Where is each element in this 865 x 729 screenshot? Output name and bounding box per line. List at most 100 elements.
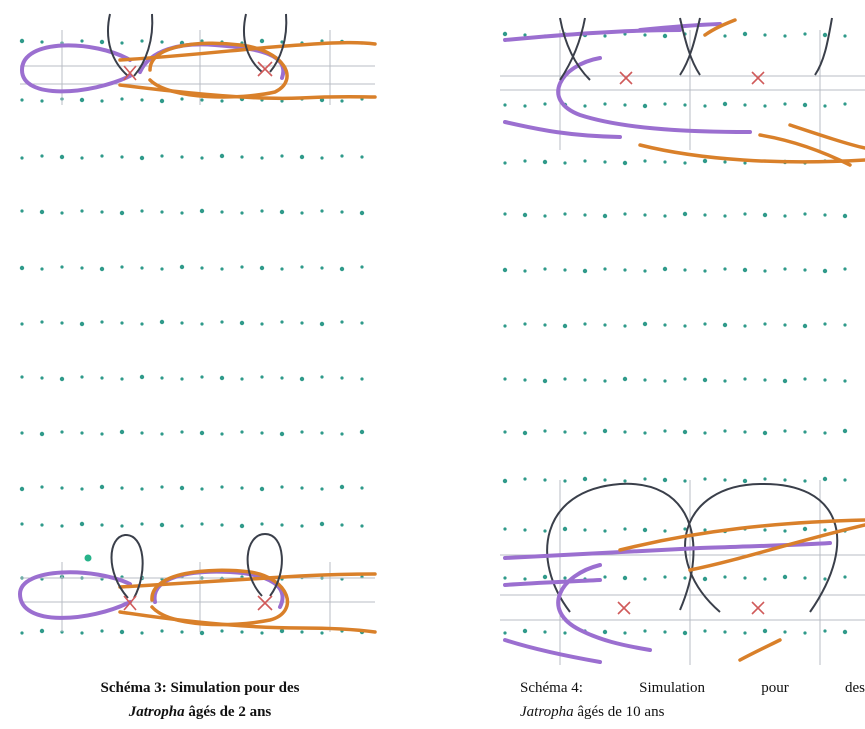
tree-dot bbox=[219, 153, 225, 159]
tree-dot bbox=[722, 101, 728, 107]
tree-dot bbox=[320, 266, 324, 270]
tree-dot bbox=[803, 479, 807, 483]
tree-dot bbox=[59, 154, 65, 160]
tree-dot bbox=[179, 485, 185, 491]
tree-dot bbox=[802, 323, 808, 329]
tree-dot bbox=[300, 265, 304, 269]
tree-dot bbox=[822, 32, 828, 38]
tree-dot bbox=[39, 628, 45, 634]
crown-purple bbox=[503, 541, 832, 560]
tree-dot bbox=[180, 630, 184, 634]
tree-dot bbox=[503, 430, 507, 434]
crown-purple bbox=[503, 28, 682, 42]
tree-dot bbox=[200, 156, 204, 160]
tree-dot bbox=[99, 266, 105, 272]
tree-dot bbox=[542, 378, 548, 384]
tree-dot bbox=[702, 158, 708, 164]
tree-dot bbox=[360, 321, 364, 325]
tree-dot bbox=[602, 629, 608, 635]
tree-dot bbox=[100, 376, 104, 380]
tree-dot bbox=[199, 430, 205, 436]
tree-dot bbox=[643, 577, 647, 581]
tree-dot bbox=[703, 104, 707, 108]
tree-dot bbox=[139, 374, 145, 380]
tree-dot bbox=[783, 630, 787, 634]
tree-dot bbox=[60, 430, 64, 434]
tree-dot bbox=[663, 429, 667, 433]
tree-dot bbox=[743, 631, 747, 635]
tree-dot bbox=[239, 523, 245, 529]
tree-dot bbox=[260, 322, 264, 326]
tree-dot bbox=[300, 430, 304, 434]
crown-orange bbox=[638, 143, 865, 164]
tree-dot bbox=[603, 323, 607, 327]
crown-orange bbox=[148, 41, 289, 99]
tree-dot bbox=[340, 154, 344, 158]
tree-dot bbox=[100, 432, 104, 436]
crown-purple bbox=[19, 43, 132, 94]
tree-dot bbox=[359, 429, 365, 435]
schema-4-bottom bbox=[500, 480, 865, 665]
crown-orange bbox=[118, 83, 377, 101]
tree-dot bbox=[583, 159, 587, 163]
tree-dot bbox=[663, 575, 667, 579]
tree-dot bbox=[503, 631, 507, 635]
tree-dot bbox=[200, 322, 204, 326]
crown-purple bbox=[17, 570, 132, 620]
crown-dark bbox=[269, 13, 288, 73]
tree-dot bbox=[543, 267, 547, 271]
tree-dot bbox=[160, 267, 164, 271]
tree-dot bbox=[683, 161, 687, 165]
tree-dot bbox=[583, 322, 587, 326]
tree-dot bbox=[702, 377, 708, 383]
tree-dot bbox=[320, 431, 324, 435]
tree-dot bbox=[802, 526, 808, 532]
tree-dot bbox=[160, 485, 164, 489]
tree-dot bbox=[40, 485, 44, 489]
tree-dot bbox=[662, 477, 668, 483]
tree-dot bbox=[603, 379, 607, 383]
tree-dot bbox=[180, 377, 184, 381]
caption-word: Simulation bbox=[639, 680, 705, 696]
tree-dot bbox=[782, 378, 788, 384]
tree-dot bbox=[803, 212, 807, 216]
tree-dot bbox=[20, 375, 24, 379]
tree-dot bbox=[80, 487, 84, 491]
tree-dot bbox=[643, 477, 647, 481]
tree-dot bbox=[220, 320, 224, 324]
tree-dot bbox=[643, 629, 647, 633]
tree-dot bbox=[360, 524, 364, 528]
tree-dot bbox=[300, 630, 304, 634]
tree-dot bbox=[100, 629, 104, 633]
tree-dot bbox=[822, 268, 828, 274]
tree-dot bbox=[100, 210, 104, 214]
tree-dot bbox=[783, 102, 787, 106]
tree-dot bbox=[622, 575, 628, 581]
tree-dot bbox=[40, 154, 44, 158]
tree-dot bbox=[543, 429, 547, 433]
tree-dot bbox=[583, 378, 587, 382]
tree-dot bbox=[40, 376, 44, 380]
tree-dot bbox=[842, 213, 848, 219]
tree-dot bbox=[523, 104, 527, 108]
tree-dot bbox=[582, 268, 588, 274]
tree-mark bbox=[123, 595, 273, 611]
tree-dot bbox=[160, 376, 164, 380]
tree-dot bbox=[623, 479, 627, 483]
tree-dot bbox=[140, 98, 144, 102]
tree-dot bbox=[823, 322, 827, 326]
tree-dot bbox=[603, 102, 607, 106]
tree-dot bbox=[683, 479, 687, 483]
tree-dot bbox=[60, 265, 64, 269]
tree-dot bbox=[40, 523, 44, 527]
tree-dot bbox=[240, 265, 244, 269]
tree-dot bbox=[20, 631, 24, 635]
tree-dot bbox=[300, 524, 304, 528]
crown-dark bbox=[684, 482, 839, 613]
tree-dot bbox=[782, 574, 788, 580]
tree-dot bbox=[220, 99, 224, 103]
tree-dot bbox=[40, 320, 44, 324]
tree-dot bbox=[80, 156, 84, 160]
crown-orange bbox=[688, 523, 865, 572]
tree-dot bbox=[623, 527, 627, 531]
